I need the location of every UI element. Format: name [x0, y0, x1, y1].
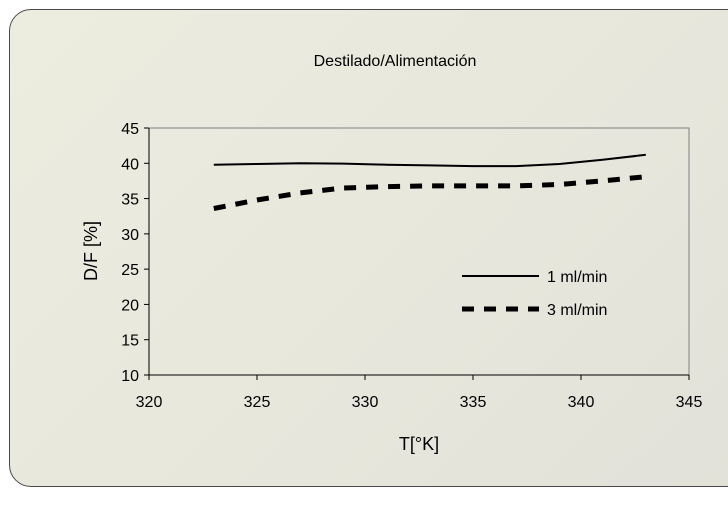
y-tick-label: 40 — [121, 156, 139, 173]
series-group — [213, 153, 647, 211]
x-axis-label: T[°K] — [399, 434, 439, 454]
x-tick-label: 330 — [352, 394, 379, 411]
axes: 10 15 20 25 30 35 40 45 320 325 330 335 340 345 — [121, 121, 702, 411]
x-tick-label: 325 — [244, 394, 271, 411]
y-tick-label: 45 — [121, 121, 139, 138]
series-line-1 — [213, 153, 646, 168]
legend: 1 ml/min 3 ml/min — [462, 269, 607, 319]
x-tick-label: 340 — [568, 394, 595, 411]
x-tick-label: 345 — [676, 394, 703, 411]
y-tick-label: 10 — [121, 368, 139, 385]
y-tick-label: 25 — [121, 262, 139, 279]
y-axis-label: D/F [%] — [81, 221, 101, 281]
y-tick-label: 20 — [121, 297, 139, 314]
legend-label-1: 1 ml/min — [547, 269, 607, 286]
chart-title: Destilado/Alimentación — [314, 53, 477, 70]
y-tick-label: 15 — [121, 333, 139, 350]
chart-area — [9, 9, 728, 487]
legend-label-2: 3 ml/min — [547, 302, 607, 319]
x-tick-label: 335 — [460, 394, 487, 411]
x-tick-label: 320 — [136, 394, 163, 411]
series-line-2 — [213, 174, 647, 211]
y-tick-label: 35 — [121, 192, 139, 209]
y-tick-label: 30 — [121, 227, 139, 244]
